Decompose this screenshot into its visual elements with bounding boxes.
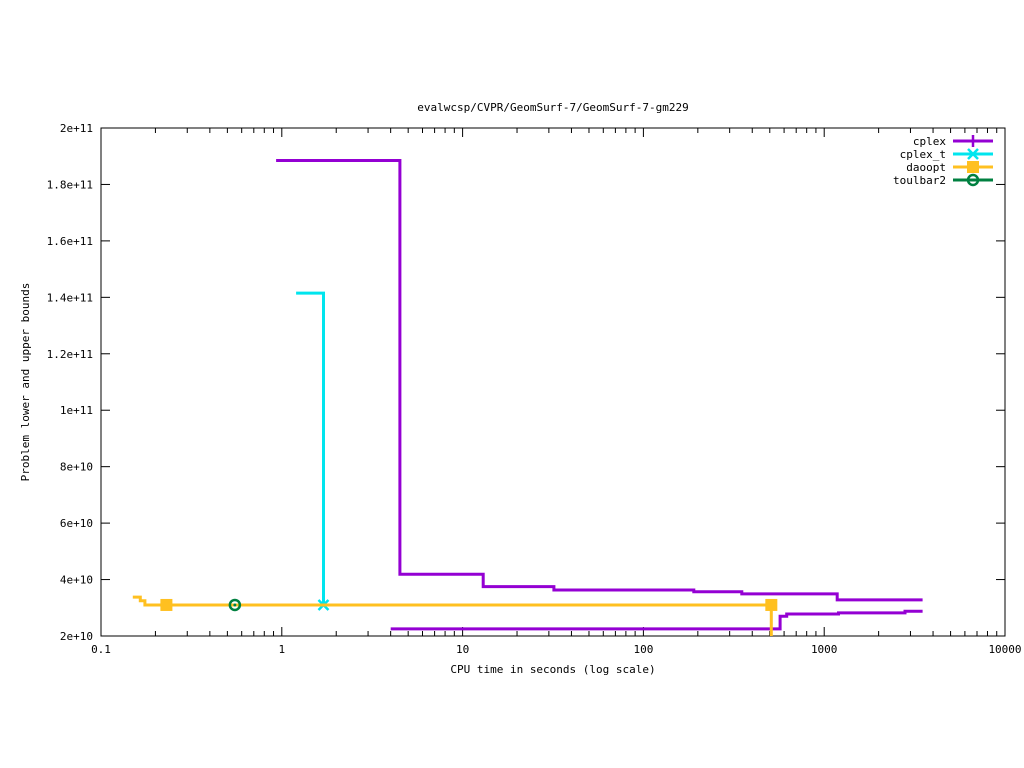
y-tick-label: 2e+10 [60, 630, 93, 643]
data-point-toulbar2-center [233, 603, 237, 607]
y-tick-label: 6e+10 [60, 517, 93, 530]
plot-frame [100, 127, 1006, 637]
x-axis-label: CPU time in seconds (log scale) [450, 663, 655, 676]
y-tick-label: 1.2e+11 [47, 348, 93, 361]
legend-label-cplex-t: cplex_t [900, 148, 946, 161]
series-cplex [276, 159, 923, 631]
legend-label-daoopt: daoopt [906, 161, 946, 174]
series-line-cplex-t [296, 291, 325, 605]
y-tick-label: 1.6e+11 [47, 235, 93, 248]
series-layer [132, 159, 923, 636]
x-tick-label: 1000 [811, 643, 838, 656]
legend-label-cplex: cplex [913, 135, 946, 148]
y-tick-label: 1.8e+11 [47, 178, 93, 191]
y-tick-label: 1.4e+11 [47, 291, 93, 304]
series-line-cplex [390, 609, 923, 631]
y-tick-label: 1e+11 [60, 404, 93, 417]
series-cplex-t [296, 291, 330, 611]
chart-title: evalwcsp/CVPR/GeomSurf-7/GeomSurf-7-gm22… [417, 101, 689, 114]
x-tick-label: 10000 [988, 643, 1021, 656]
y-tick-label: 8e+10 [60, 461, 93, 474]
series-daoopt [132, 595, 778, 636]
data-point-toulbar2 [228, 598, 242, 612]
series-line-cplex [276, 159, 923, 602]
y-axis-label: Problem lower and upper bounds [19, 283, 32, 482]
x-tick-label: 0.1 [91, 643, 111, 656]
x-axis: 0.1 1 10 100 1000 10000 [91, 128, 1022, 656]
legend-marker-toulbar2 [966, 173, 980, 187]
series-toulbar2 [228, 598, 242, 612]
y-axis: 2e+10 4e+10 6e+10 8e+10 1e+11 1.2e+11 1.4e+11 1… [47, 122, 1005, 643]
x-tick-label: 10 [456, 643, 469, 656]
x-tick-label: 100 [633, 643, 653, 656]
legend-marker-toulbar2-center [971, 178, 975, 182]
data-point-daoopt [765, 598, 778, 611]
y-tick-label: 4e+10 [60, 574, 93, 587]
x-tick-label: 1 [278, 643, 285, 656]
legend-marker-cplex [967, 135, 979, 147]
legend-marker-daoopt [967, 161, 979, 173]
data-point-daoopt [160, 598, 173, 611]
y-tick-label: 2e+11 [60, 122, 93, 135]
legend-label-toulbar2: toulbar2 [893, 174, 946, 187]
legend-marker-cplex-t [967, 148, 979, 160]
